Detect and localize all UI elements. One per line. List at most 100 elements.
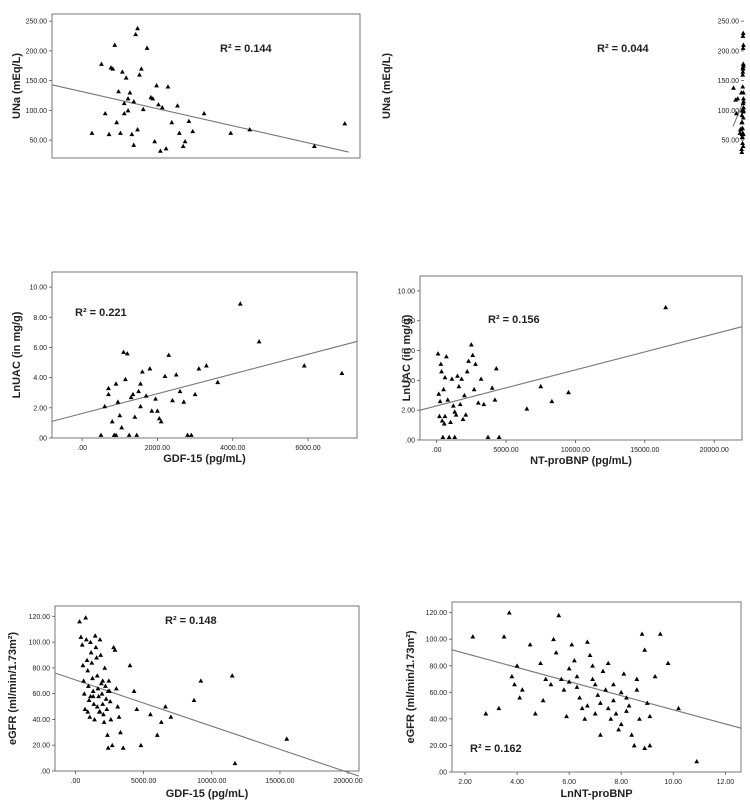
data-point <box>574 684 580 689</box>
data-point <box>104 706 110 712</box>
data-point <box>180 143 186 149</box>
regression-line <box>451 649 742 729</box>
data-point <box>119 69 125 74</box>
data-point <box>574 673 580 679</box>
data-point <box>446 434 452 439</box>
x-axis-label: GDF-15 (pg/mL) <box>163 453 246 465</box>
y-tick-label: 20.00 <box>429 743 447 750</box>
data-point <box>739 112 745 118</box>
data-point <box>134 432 140 437</box>
data-point <box>595 692 601 697</box>
y-tick-label: 50.00 <box>29 138 47 145</box>
data-point <box>311 143 317 149</box>
data-point <box>99 61 104 66</box>
data-point <box>147 366 153 371</box>
data-point <box>618 689 624 695</box>
data-point <box>470 352 476 357</box>
data-point <box>634 676 640 681</box>
plot-frame <box>54 605 360 772</box>
data-point <box>558 676 564 681</box>
data-point <box>77 619 82 624</box>
data-point <box>190 128 196 134</box>
data-point <box>118 729 123 735</box>
data-point <box>196 366 202 371</box>
y-tick-label: 80.00 <box>429 663 447 670</box>
data-point <box>181 399 187 404</box>
data-point <box>158 419 164 424</box>
data-point <box>455 373 460 378</box>
y-tick-label: 4.00 <box>33 375 47 382</box>
data-point <box>229 673 235 678</box>
data-point <box>140 106 146 112</box>
data-point <box>501 634 507 639</box>
data-point <box>463 412 469 417</box>
data-point <box>127 662 133 668</box>
y-axis-label: UNa (mEq/L) <box>381 53 393 119</box>
data-point <box>105 732 110 737</box>
data-point <box>538 660 543 666</box>
data-point <box>600 668 606 673</box>
chart-svg: 50.00 100.00 150.00 200.00 250.00 R² = 0.144 U… <box>11 13 361 159</box>
data-point <box>115 399 121 404</box>
y-tick-label: 50.00 <box>721 138 739 145</box>
data-point <box>524 406 530 411</box>
data-point <box>453 412 459 417</box>
data-point <box>616 727 622 732</box>
data-point <box>247 127 253 132</box>
data-point <box>579 705 585 711</box>
data-point <box>590 663 595 668</box>
data-point <box>496 434 502 439</box>
x-tick-label: 15000.00 <box>265 778 294 785</box>
data-point <box>462 392 467 398</box>
data-point <box>94 655 99 660</box>
data-point <box>134 706 140 712</box>
data-point <box>106 131 112 137</box>
data-point <box>740 30 746 35</box>
data-point <box>603 687 609 692</box>
data-point <box>109 419 115 424</box>
data-point <box>156 415 162 421</box>
data-point <box>492 397 498 402</box>
data-point <box>582 716 588 721</box>
data-point <box>629 732 635 737</box>
chart-una-vs-gdf15: 50.00 100.00 150.00 200.00 250.00 R² = 0.144 U… <box>0 0 375 260</box>
data-point <box>133 31 139 37</box>
y-tick-label: 100.00 <box>426 637 448 644</box>
data-point <box>739 149 745 154</box>
r-squared-label: R² = 0.162 <box>470 743 522 755</box>
data-point <box>569 642 575 647</box>
y-tick-label: 20.00 <box>32 743 50 750</box>
data-point <box>81 678 87 683</box>
data-point <box>103 696 109 701</box>
data-point <box>440 434 446 439</box>
data-point <box>150 96 156 101</box>
data-point <box>162 373 168 379</box>
data-point <box>144 45 150 50</box>
data-point <box>665 660 671 666</box>
y-tick-label: 60.00 <box>32 691 50 698</box>
data-point <box>577 695 582 700</box>
data-point <box>624 695 629 700</box>
data-point <box>590 676 595 681</box>
data-point <box>564 713 569 719</box>
data-point <box>739 119 745 125</box>
x-tick-label: 20000.00 <box>700 447 729 454</box>
y-tick-label: 250.00 <box>718 19 740 26</box>
r-squared-label: R² = 0.148 <box>165 615 217 627</box>
y-tick-label: 200.00 <box>26 48 48 55</box>
data-point <box>85 683 91 688</box>
data-point <box>637 716 642 721</box>
data-point <box>647 743 653 748</box>
data-point <box>470 634 476 639</box>
x-tick-label: 20000.00 <box>333 778 362 785</box>
data-point <box>676 705 681 711</box>
data-point <box>475 400 481 405</box>
data-point <box>624 708 629 713</box>
data-point <box>109 742 115 748</box>
data-point <box>136 388 142 394</box>
x-tick-label: 4000.00 <box>220 445 245 452</box>
data-point <box>339 370 345 376</box>
data-point <box>92 717 97 722</box>
data-point <box>107 698 113 704</box>
r-squared-label: R² = 0.221 <box>75 307 127 319</box>
